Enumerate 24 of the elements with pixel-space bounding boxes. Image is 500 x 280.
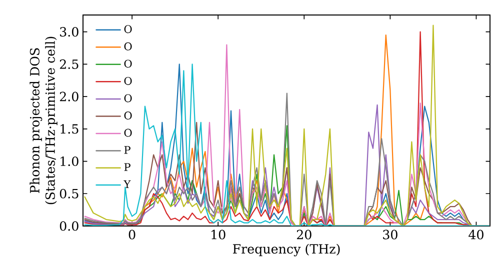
legend-label: O xyxy=(124,42,132,50)
x-axis-title: Frequency (THz) xyxy=(232,244,340,256)
x-tick-label: 40 xyxy=(468,230,484,240)
legend-label: Y xyxy=(124,180,131,188)
legend-label: O xyxy=(124,60,132,68)
x-tick-label: 30 xyxy=(383,230,398,240)
legend-label: O xyxy=(124,76,132,85)
legend-label: O xyxy=(124,128,132,137)
legend-label: P xyxy=(124,163,130,171)
legend-label: P xyxy=(124,146,130,154)
y-axis-title: Phonon projected DOS (States/THz·primitive cell) xyxy=(30,36,58,204)
y-tick-label: 3.0 xyxy=(60,27,78,37)
x-tick-label: 10 xyxy=(212,230,226,240)
y-tick-label: 1.5 xyxy=(60,124,78,134)
x-tick-label: 20 xyxy=(296,230,312,240)
y-tick-label: 1.0 xyxy=(60,156,78,166)
y-tick-label: 2.5 xyxy=(60,59,78,69)
y-tick-label: 0.0 xyxy=(60,221,78,231)
legend-label: O xyxy=(124,112,132,120)
y-tick-label: 2.0 xyxy=(60,92,78,102)
x-tick-label: 0 xyxy=(128,230,136,240)
y-tick-label: 0.5 xyxy=(60,188,78,198)
legend-label: O xyxy=(124,94,132,102)
legend-label: O xyxy=(124,25,132,34)
